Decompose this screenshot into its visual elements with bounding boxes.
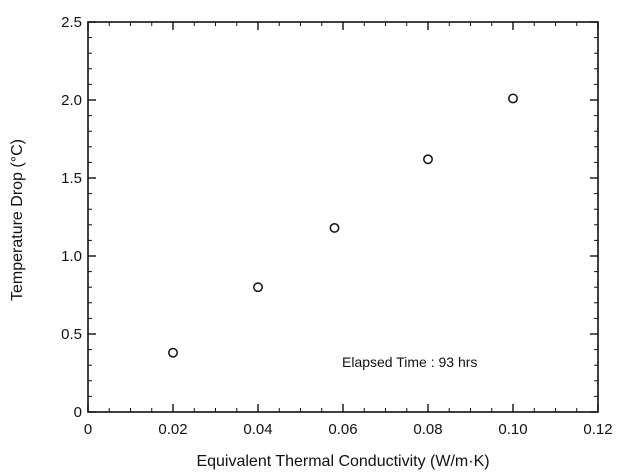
y-tick-label: 1.5 [61,170,82,187]
y-tick-label: 2.0 [61,92,82,109]
y-axis-title: Temperature Drop (°C) [9,139,26,301]
y-tick-label: 0 [74,404,82,421]
x-tick-label: 0.04 [243,421,272,438]
data-point [508,93,518,104]
x-tick-label: 0.02 [158,421,187,438]
x-tick-label: 0 [84,421,92,438]
data-point [329,222,340,233]
data-point [423,154,433,165]
elapsed-time-annotation: Elapsed Time : 93 hrs [342,354,477,370]
y-tick-label: 2.5 [61,14,82,31]
x-tick-label: 0.10 [498,421,527,438]
data-point [253,282,263,293]
plot-area: 0 0.02 0.04 0.06 0.08 0.10 0.12 0 0.5 1.0 1.5 2.0 2.… [61,14,612,438]
y-tick-label: 1.0 [61,248,82,265]
data-point [168,347,178,358]
y-tick-label: 0.5 [61,326,82,343]
x-tick-label: 0.06 [328,421,357,438]
x-tick-label: 0.08 [413,421,442,438]
x-tick-label: 0.12 [583,421,612,438]
x-axis-title: Equivalent Thermal Conductivity (W/m·K) [196,453,489,470]
